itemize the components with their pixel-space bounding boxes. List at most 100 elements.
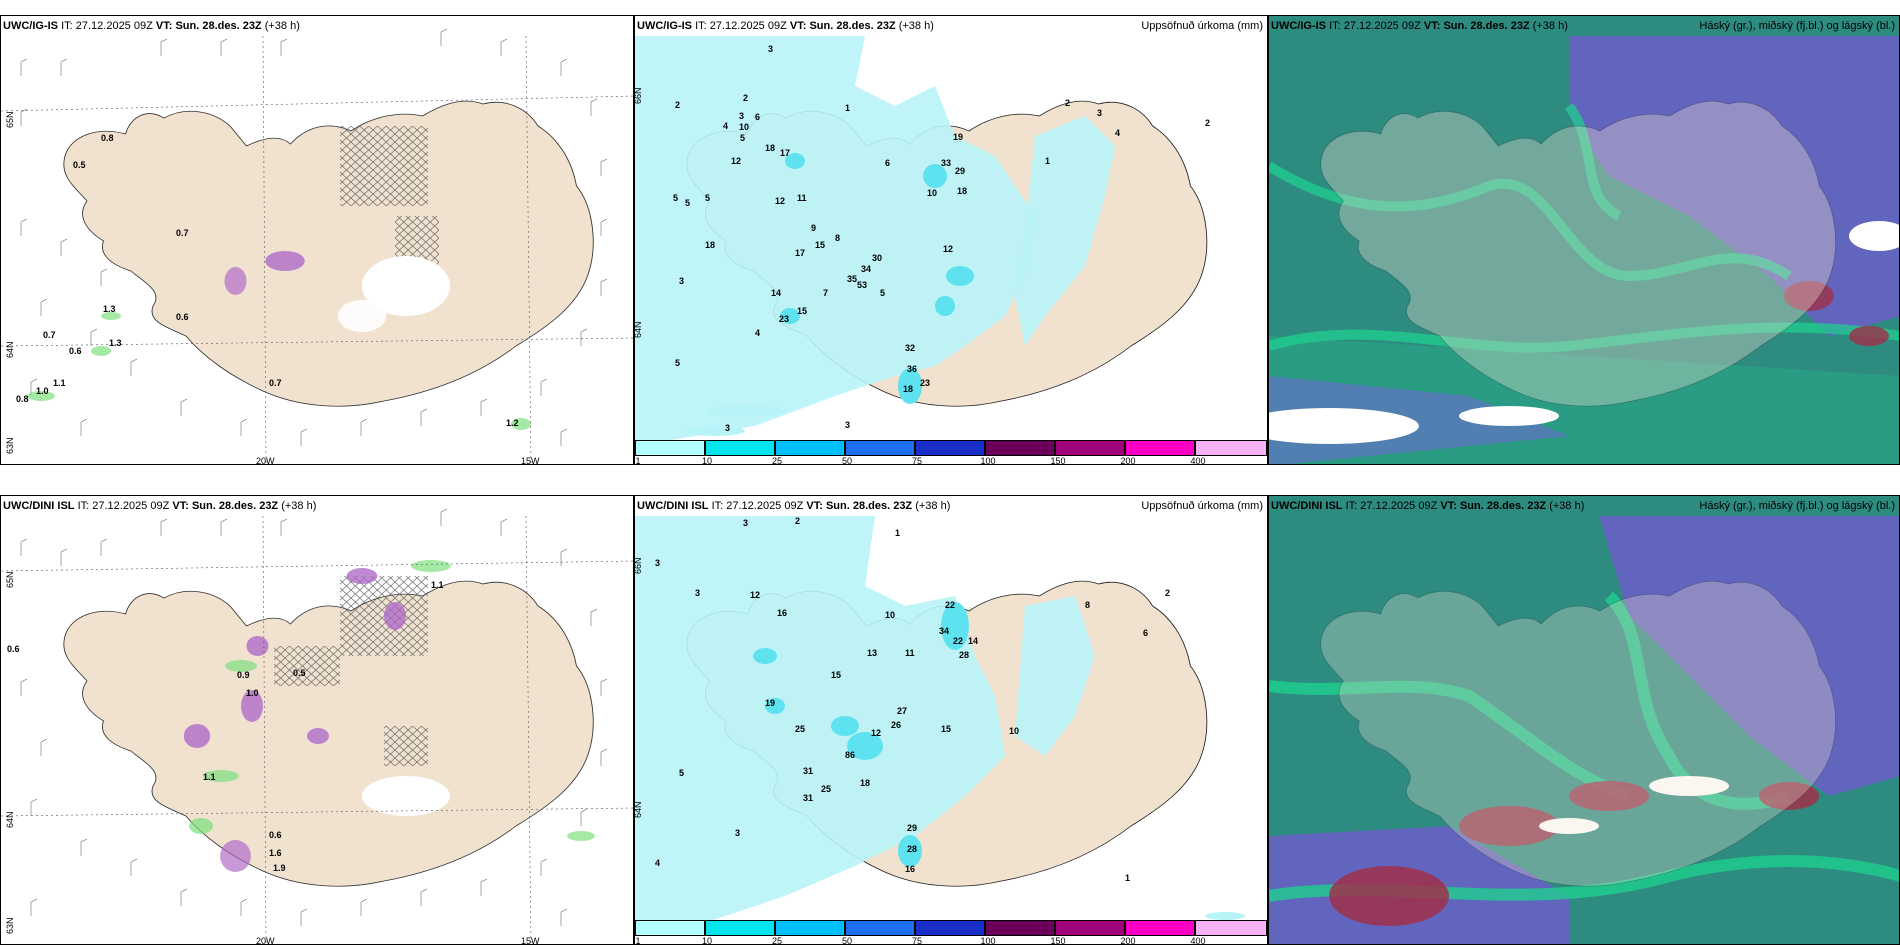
value-label: 12 [750, 590, 760, 600]
init-time: 27.12.2025 09Z [709, 20, 787, 32]
value-label: 6 [755, 112, 760, 122]
value-label: 28 [959, 650, 969, 660]
value-label: 18 [903, 384, 913, 394]
value-label: 26 [891, 720, 901, 730]
legend-tick: 1 [635, 936, 641, 945]
it-label: IT: [61, 20, 73, 32]
legend-tick: 50 [841, 936, 853, 945]
value-label: 8 [835, 233, 840, 243]
value-label: 10 [739, 122, 749, 132]
value-label: 5 [675, 358, 680, 368]
value-label: 35 [847, 274, 857, 284]
legend-swatch [1055, 440, 1125, 456]
legend-tick: 25 [771, 456, 783, 465]
map-clouds-r2 [1269, 496, 1899, 944]
value-label: 1 [895, 528, 900, 538]
lat-label: 64N [5, 341, 15, 358]
value-label: 8 [1085, 600, 1090, 610]
legend-swatch [775, 920, 845, 936]
init-time: 27.12.2025 09Z [1343, 20, 1421, 32]
lead-time: (+38 h) [264, 20, 300, 32]
value-label: 5 [685, 198, 690, 208]
vt-label: VT: [1440, 500, 1457, 512]
value-label: 0.5 [73, 160, 86, 170]
value-label: 14 [968, 636, 978, 646]
value-label: 6 [885, 158, 890, 168]
it-label: IT: [711, 500, 724, 512]
lat-label: 66N [634, 87, 643, 104]
vt-label: VT: [1423, 20, 1441, 32]
value-label: 31 [803, 793, 813, 803]
legend-tick: 10 [701, 456, 713, 465]
value-label: 1 [1125, 873, 1130, 883]
lat-label: 63N [5, 917, 15, 934]
value-label: 25 [795, 724, 805, 734]
value-label: 16 [777, 608, 787, 618]
value-label: 15 [815, 240, 825, 250]
panel-header: UWC/DINI ISL IT: 27.12.2025 09Z VT: Sun.… [637, 500, 950, 512]
legend-swatch [845, 440, 915, 456]
valid-time: Sun. 28.des. 23Z [809, 20, 896, 32]
legend-swatch [985, 440, 1055, 456]
legend-swatch [635, 440, 705, 456]
valid-time: Sun. 28.des. 23Z [175, 20, 262, 32]
value-label: 1.1 [53, 378, 66, 388]
legend-tick: 150 [1050, 936, 1066, 945]
value-label: 10 [1009, 726, 1019, 736]
value-label: 3 [695, 588, 700, 598]
value-label: 32 [905, 343, 915, 353]
value-label: 1 [1045, 156, 1050, 166]
panel-title: Háský (gr.), miðský (fj.bl.) og lágský (… [1699, 500, 1895, 512]
value-label: 0.6 [176, 312, 189, 322]
it-label: IT: [1329, 20, 1341, 32]
legend-swatch [845, 920, 915, 936]
value-label: 2 [743, 93, 748, 103]
lon-label: 20W [256, 936, 275, 945]
panel-precip-r1: 3 2 2 3 4 10 6 5 12 18 17 5 5 5 12 11 9 … [634, 15, 1268, 465]
value-label: 2 [1065, 98, 1070, 108]
value-label: 17 [780, 148, 790, 158]
panel-header: UWC/IG-IS IT: 27.12.2025 09Z VT: Sun. 28… [1271, 20, 1568, 32]
precip-legend: 1 10 25 50 75 100 150 200 400 [635, 920, 1267, 944]
value-label: 15 [941, 724, 951, 734]
panel-header: UWC/IG-IS IT: 27.12.2025 09Z VT: Sun. 28… [637, 20, 934, 32]
value-label: 3 [1097, 108, 1102, 118]
it-label: IT: [77, 500, 90, 512]
value-label: 1.0 [36, 386, 49, 396]
lat-label: 65N [5, 111, 15, 128]
value-label: 4 [755, 328, 760, 338]
lat-label: 64N [5, 811, 15, 828]
value-label: 3 [739, 111, 744, 121]
map-precip-r2: 3 3 3 2 1 12 16 10 22 34 22 14 28 13 15 … [635, 516, 1245, 931]
value-label: 30 [872, 253, 882, 263]
legend-tick: 100 [980, 456, 996, 465]
legend-swatch [915, 440, 985, 456]
value-label: 13 [867, 648, 877, 658]
value-label: 10 [885, 610, 895, 620]
value-label: 12 [775, 196, 785, 206]
init-time: 27.12.2025 09Z [1360, 500, 1438, 512]
valid-time: Sun. 28.des. 23Z [1443, 20, 1530, 32]
value-label: 10 [927, 188, 937, 198]
value-label: 27 [897, 706, 907, 716]
value-label: 29 [907, 823, 917, 833]
legend-tick: 10 [701, 936, 713, 945]
value-label: 3 [655, 558, 660, 568]
legend-tick: 50 [841, 456, 853, 465]
value-label: 0.7 [176, 228, 189, 238]
value-label: 0.7 [269, 378, 282, 388]
value-label: 19 [953, 132, 963, 142]
value-label: 22 [945, 600, 955, 610]
value-label: 3 [735, 828, 740, 838]
value-label: 1.3 [103, 304, 116, 314]
value-label: 22 [953, 636, 963, 646]
value-label: 5 [679, 768, 684, 778]
legend-tick: 100 [980, 936, 996, 945]
value-label: 23 [779, 314, 789, 324]
panel-title: Uppsöfnuð úrkoma (mm) [1141, 20, 1263, 32]
lead-time: (+38 h) [1549, 500, 1585, 512]
legend-tick: 75 [911, 456, 923, 465]
legend-tick: 75 [911, 936, 923, 945]
panel-precip-r2: 3 3 3 2 1 12 16 10 22 34 22 14 28 13 15 … [634, 495, 1268, 945]
model-name: UWC/DINI ISL [1271, 500, 1343, 512]
